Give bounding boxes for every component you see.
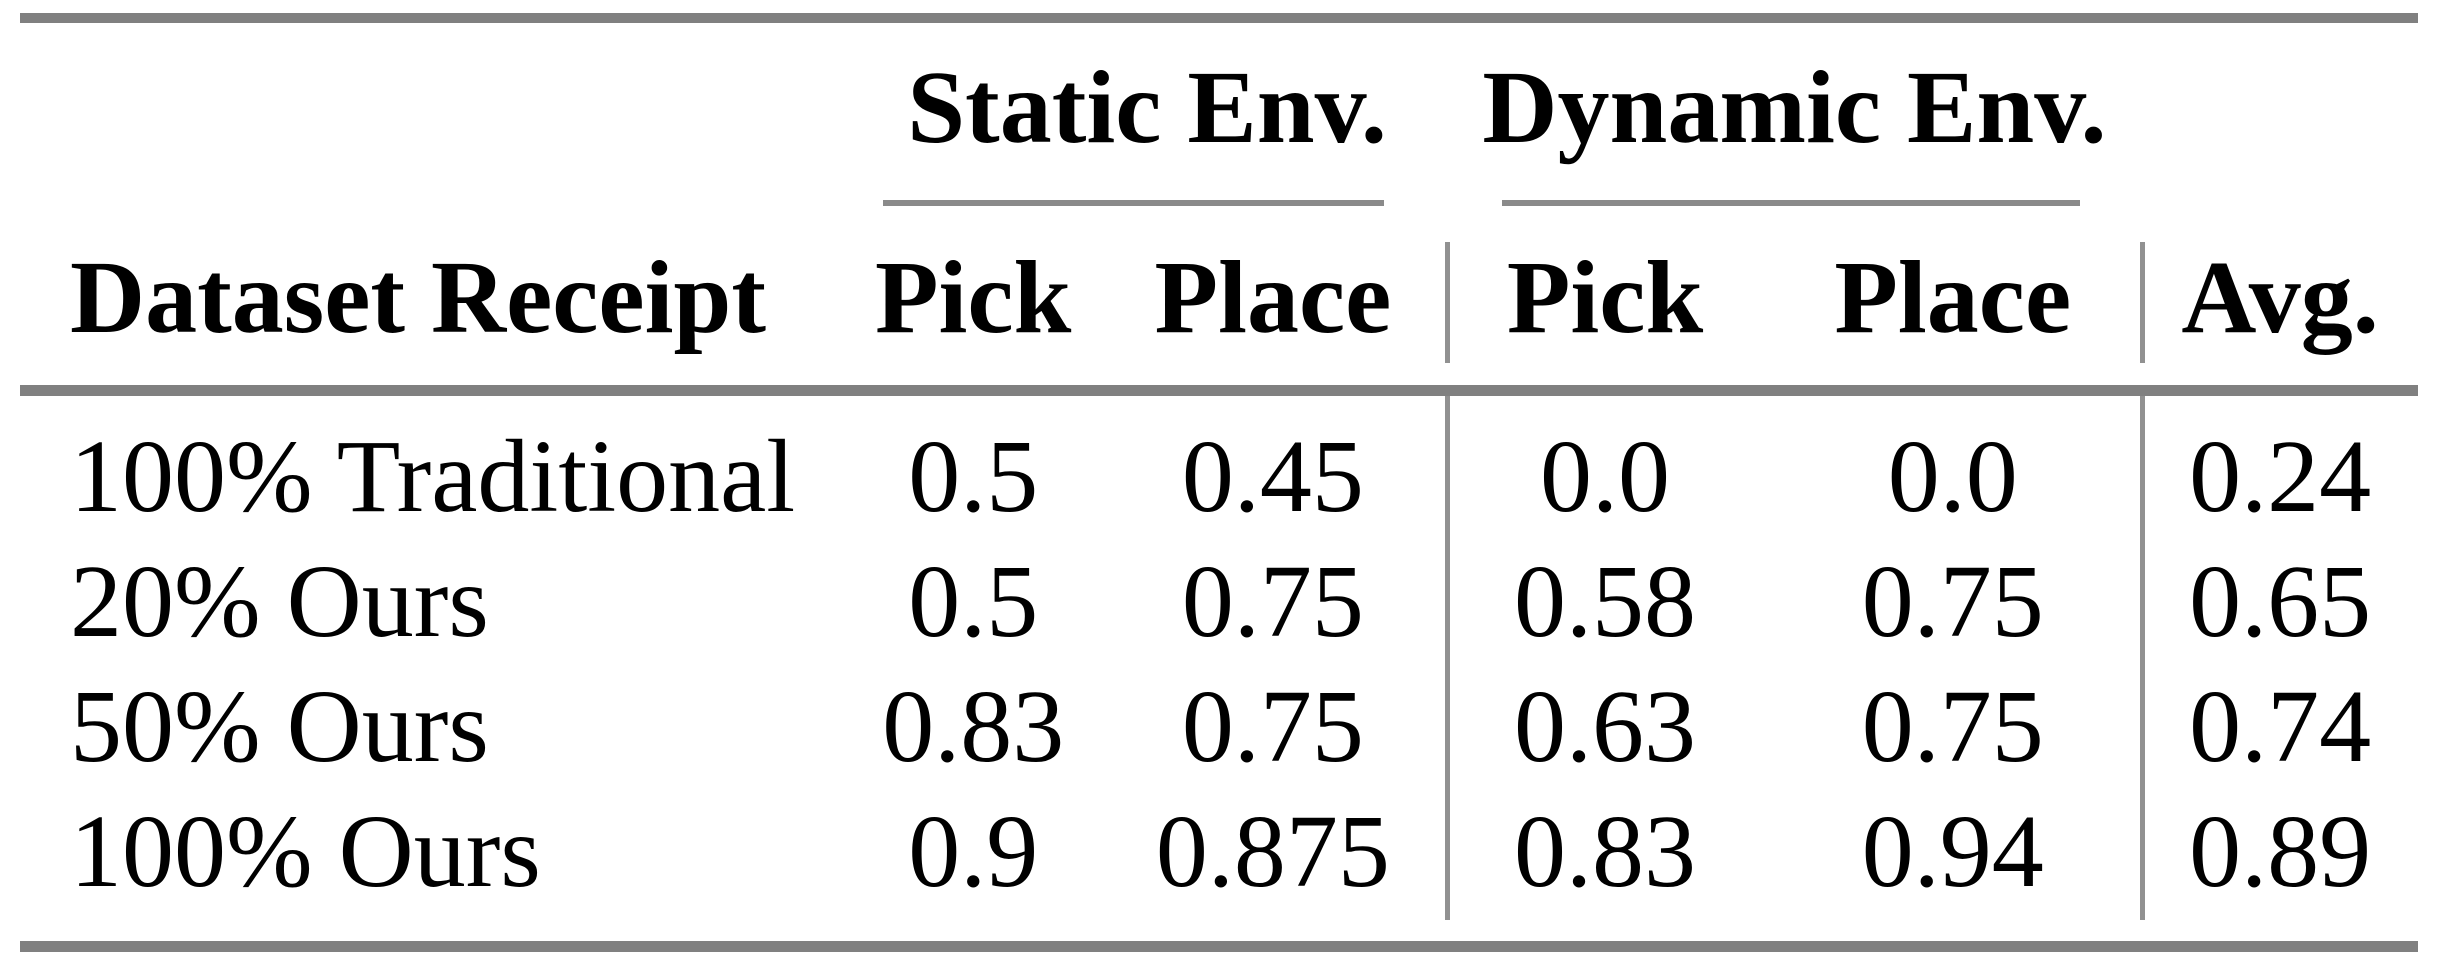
- column-header-static-pick: Pick: [874, 239, 1072, 355]
- table-top-rule: [20, 13, 2418, 23]
- cell-static-pick: 0.5: [908, 543, 1039, 659]
- row-label: 100% Traditional: [70, 418, 796, 534]
- group-header-static-env: Static Env.: [907, 50, 1387, 165]
- table-row: 20% Ours 0.5 0.75 0.58 0.75 0.65: [20, 539, 2418, 664]
- table-row: 100% Traditional 0.5 0.45 0.0 0.0 0.24: [20, 414, 2418, 539]
- row-label: 50% Ours: [70, 668, 489, 784]
- row-label: 100% Ours: [70, 793, 541, 909]
- header-separator-rule: [20, 385, 2418, 396]
- cell-dynamic-pick: 0.83: [1514, 793, 1697, 909]
- body-divider-dynamic-avg: [2140, 396, 2146, 920]
- column-header-dynamic-place: Place: [1834, 239, 2072, 355]
- header-divider-dynamic-avg: [2140, 242, 2146, 363]
- cell-dynamic-pick: 0.58: [1514, 543, 1697, 659]
- cell-avg: 0.24: [2189, 418, 2372, 534]
- cell-static-pick: 0.83: [882, 668, 1065, 784]
- cell-static-place: 0.75: [1181, 543, 1364, 659]
- cell-dynamic-pick: 0.0: [1540, 418, 1671, 534]
- cell-static-place: 0.875: [1155, 793, 1390, 909]
- column-header-static-place: Place: [1154, 239, 1392, 355]
- cell-dynamic-place: 0.94: [1861, 793, 2044, 909]
- column-header-avg: Avg.: [2181, 239, 2379, 355]
- cell-dynamic-pick: 0.63: [1514, 668, 1697, 784]
- table-row: 50% Ours 0.83 0.75 0.63 0.75 0.74: [20, 664, 2418, 789]
- cell-static-place: 0.45: [1181, 418, 1364, 534]
- cell-avg: 0.89: [2189, 793, 2372, 909]
- column-header-row: Dataset Receipt Pick Place Pick Place Av…: [20, 210, 2418, 385]
- table-row: 100% Ours 0.9 0.875 0.83 0.94 0.89: [20, 789, 2418, 914]
- column-header-dynamic-pick: Pick: [1506, 239, 1704, 355]
- column-header-dataset-receipt: Dataset Receipt: [70, 239, 766, 355]
- header-divider-static-dynamic: [1444, 242, 1450, 363]
- cell-static-pick: 0.5: [908, 418, 1039, 534]
- cell-static-pick: 0.9: [908, 793, 1039, 909]
- cell-dynamic-place: 0.0: [1887, 418, 2018, 534]
- table-body: 100% Traditional 0.5 0.45 0.0 0.0 0.24 2…: [20, 396, 2418, 920]
- cell-avg: 0.74: [2189, 668, 2372, 784]
- cell-dynamic-place: 0.75: [1861, 668, 2044, 784]
- body-divider-static-dynamic: [1444, 396, 1450, 920]
- dynamic-env-cmidrule: [1501, 200, 2080, 206]
- results-table: Static Env. Dynamic Env. Dataset Receipt…: [20, 0, 2418, 966]
- row-label: 20% Ours: [70, 543, 489, 659]
- cell-dynamic-place: 0.75: [1861, 543, 2044, 659]
- cell-avg: 0.65: [2189, 543, 2372, 659]
- group-header-dynamic-env: Dynamic Env.: [1482, 50, 2107, 165]
- cell-static-place: 0.75: [1181, 668, 1364, 784]
- group-header-row: Static Env. Dynamic Env.: [20, 23, 2418, 193]
- table-bottom-rule: [20, 941, 2418, 952]
- static-env-cmidrule: [883, 200, 1385, 206]
